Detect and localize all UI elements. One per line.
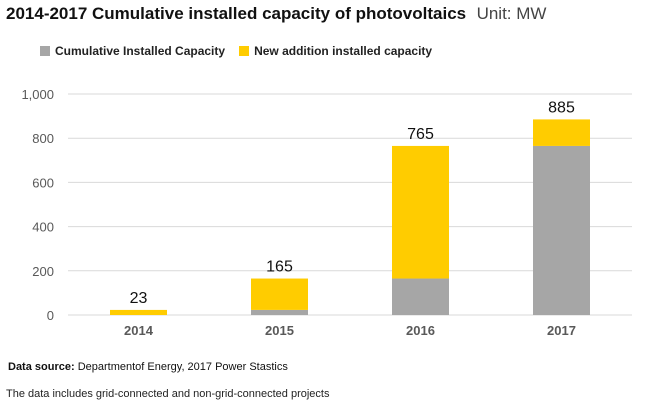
x-tick-label: 2017 [547,323,576,338]
legend: Cumulative Installed Capacity New additi… [40,44,446,58]
footnote: The data includes grid-connected and non… [6,388,330,400]
total-label: 23 [130,290,148,307]
bar-new-addition [392,145,449,279]
total-label: 765 [407,126,434,143]
data-source: Data source: Departmentof Energy, 2017 P… [8,361,288,373]
legend-item-cumulative: Cumulative Installed Capacity [40,44,225,58]
y-tick-label: 200 [32,264,54,279]
bar-new-addition [251,278,308,310]
total-label: 165 [266,259,293,276]
stacked-bar-chart: 0 200 400 600 800 1,000 23 2014 165 2015 765 2016 88… [21,87,632,338]
legend-swatch-new-addition [239,46,250,56]
legend-label-new-addition: New addition installed capacity [254,44,433,58]
chart-title-row: 2014-2017 Cumulative installed capacity … [6,4,546,24]
bar-cumulative [251,309,308,315]
bar-cumulative [392,278,449,315]
total-label: 885 [548,99,575,116]
bar-new-addition [110,309,167,315]
legend-item-new-addition: New addition installed capacity [239,44,432,58]
legend-label-cumulative: Cumulative Installed Capacity [55,44,226,58]
x-tick-label: 2015 [265,323,294,338]
y-tick-label: 400 [32,220,54,235]
legend-swatch-cumulative [40,46,50,56]
y-tick-label: 800 [32,131,54,146]
y-tick-label: 600 [32,175,54,190]
data-source-text: Departmentof Energy, 2017 Power Stastics [77,361,288,373]
chart-title: 2014-2017 Cumulative installed capacity … [6,4,467,23]
bar-new-addition [533,119,590,146]
bar-cumulative [533,145,590,315]
unit-label: Unit: MW [476,4,547,23]
y-tick-label: 1,000 [21,87,54,102]
x-tick-label: 2016 [406,323,435,338]
x-tick-label: 2014 [124,323,154,338]
data-source-label: Data source: [8,361,75,373]
y-tick-label: 0 [47,308,54,323]
